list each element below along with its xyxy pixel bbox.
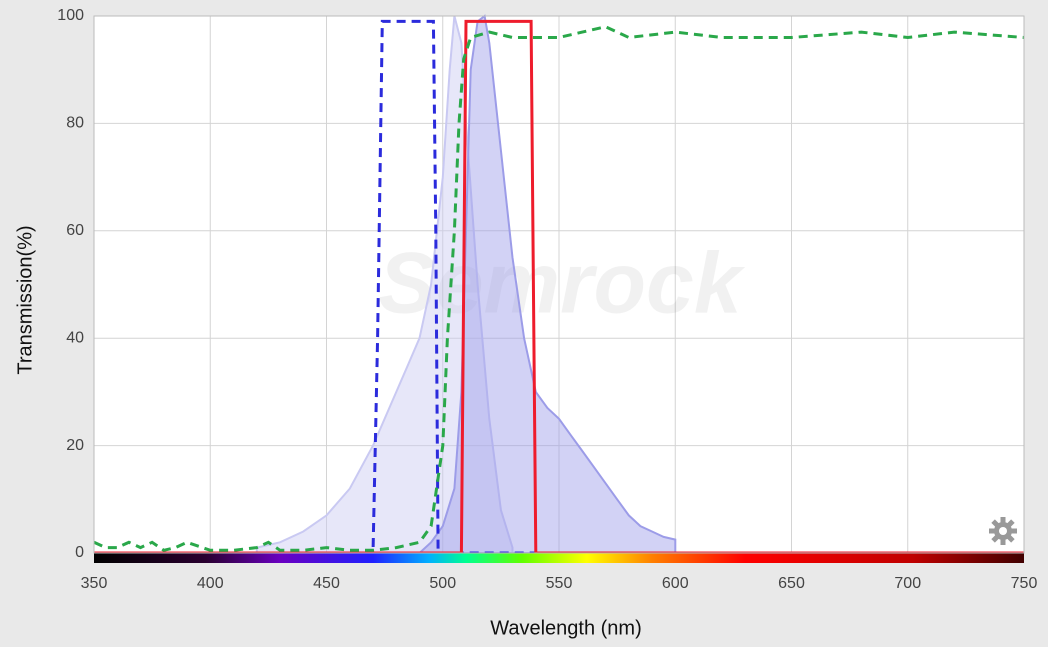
- y-tick-label: 60: [66, 222, 84, 239]
- x-axis-label: Wavelength (nm): [490, 617, 642, 639]
- x-tick-label: 600: [662, 575, 689, 592]
- x-tick-label: 750: [1011, 575, 1038, 592]
- spectrum-area: [255, 15, 514, 554]
- x-tick-label: 450: [313, 575, 340, 592]
- y-tick-label: 80: [66, 115, 84, 132]
- x-tick-label: 550: [546, 575, 573, 592]
- x-tick-label: 400: [197, 575, 224, 592]
- filter-line: [94, 19, 1024, 555]
- x-tick-label: 350: [81, 575, 108, 592]
- x-tick-label: 700: [894, 575, 921, 592]
- y-tick-label: 20: [66, 437, 84, 454]
- y-tick-label: 40: [66, 329, 84, 346]
- settings-icon[interactable]: [989, 517, 1017, 545]
- plot-border: [93, 15, 1025, 554]
- y-tick-label: 0: [75, 544, 84, 561]
- filter-line: [93, 25, 1025, 552]
- watermark: Semrock: [378, 236, 745, 332]
- y-axis-label: Transmission(%): [14, 225, 36, 374]
- x-tick-label: 650: [778, 575, 805, 592]
- y-tick-label: 100: [57, 7, 84, 24]
- spectrum-bar: [94, 553, 1024, 563]
- x-tick-label: 500: [429, 575, 456, 592]
- filter-line: [94, 19, 1024, 555]
